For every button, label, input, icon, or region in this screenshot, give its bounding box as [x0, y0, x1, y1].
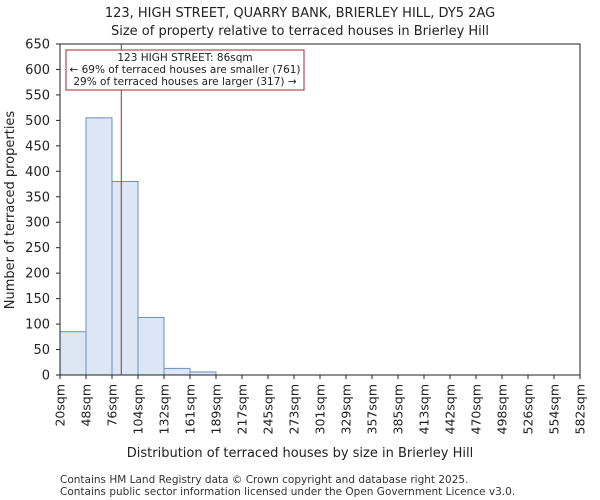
- annotation-line-3: 29% of terraced houses are larger (317) …: [73, 76, 296, 88]
- y-tick-label: 600: [25, 63, 50, 78]
- x-tick-label: 245sqm: [261, 384, 276, 434]
- y-tick-label: 550: [25, 88, 50, 103]
- x-tick-label: 554sqm: [547, 384, 562, 434]
- y-tick-label: 300: [25, 216, 50, 231]
- x-tick-label: 20sqm: [53, 384, 68, 427]
- x-tick-label: 329sqm: [339, 384, 354, 434]
- plot-frame: [59, 43, 581, 376]
- y-tick-label: 150: [25, 292, 50, 307]
- x-tick-label: 189sqm: [209, 384, 224, 434]
- x-tick-label: 413sqm: [417, 384, 432, 434]
- bar-76sqm: [111, 180, 139, 376]
- y-axis-label: Number of terraced properties: [3, 111, 18, 310]
- x-tick-label: 273sqm: [287, 384, 302, 434]
- x-tick-label: 132sqm: [157, 384, 172, 434]
- bar-48sqm: [85, 117, 113, 376]
- y-tick-label: 200: [25, 267, 50, 282]
- y-tick-label: 400: [25, 165, 50, 180]
- x-axis-label: Distribution of terraced houses by size …: [127, 446, 473, 461]
- chart-title: 123, HIGH STREET, QUARRY BANK, BRIERLEY …: [105, 6, 495, 21]
- annotation-line-2: ← 69% of terraced houses are smaller (76…: [69, 64, 300, 76]
- x-tick-label: 442sqm: [443, 384, 458, 434]
- bar-20sqm: [59, 331, 87, 376]
- y-tick-label: 500: [25, 114, 50, 129]
- y-tick-label: 650: [25, 38, 50, 53]
- bar-104sqm: [137, 316, 165, 376]
- x-tick-label: 498sqm: [495, 384, 510, 434]
- x-tick-label: 301sqm: [313, 384, 328, 434]
- chart-subtitle: Size of property relative to terraced ho…: [111, 24, 489, 39]
- x-tick-label: 104sqm: [131, 384, 146, 434]
- x-tick-label: 470sqm: [469, 384, 484, 434]
- y-tick-label: 350: [25, 190, 50, 205]
- annotation-line-1: 123 HIGH STREET: 86sqm: [117, 52, 252, 64]
- y-tick-label: 100: [25, 318, 50, 333]
- footer-line-1: Contains HM Land Registry data © Crown c…: [60, 474, 468, 486]
- x-tick-label: 161sqm: [183, 384, 198, 434]
- x-tick-label: 582sqm: [573, 384, 588, 434]
- x-tick-label: 217sqm: [235, 384, 250, 434]
- y-tick-label: 50: [33, 343, 50, 358]
- y-tick-label: 0: [42, 369, 50, 384]
- y-tick-label: 250: [25, 241, 50, 256]
- x-tick-label: 48sqm: [79, 384, 94, 427]
- x-tick-label: 526sqm: [521, 384, 536, 434]
- x-tick-label: 357sqm: [365, 384, 380, 434]
- footer-line-2: Contains public sector information licen…: [60, 486, 515, 498]
- x-tick-label: 76sqm: [105, 384, 120, 427]
- x-tick-label: 385sqm: [391, 384, 406, 434]
- bar-132sqm: [163, 367, 191, 376]
- y-tick-label: 450: [25, 139, 50, 154]
- annotation-box: 123 HIGH STREET: 86sqm ← 69% of terraced…: [65, 49, 305, 91]
